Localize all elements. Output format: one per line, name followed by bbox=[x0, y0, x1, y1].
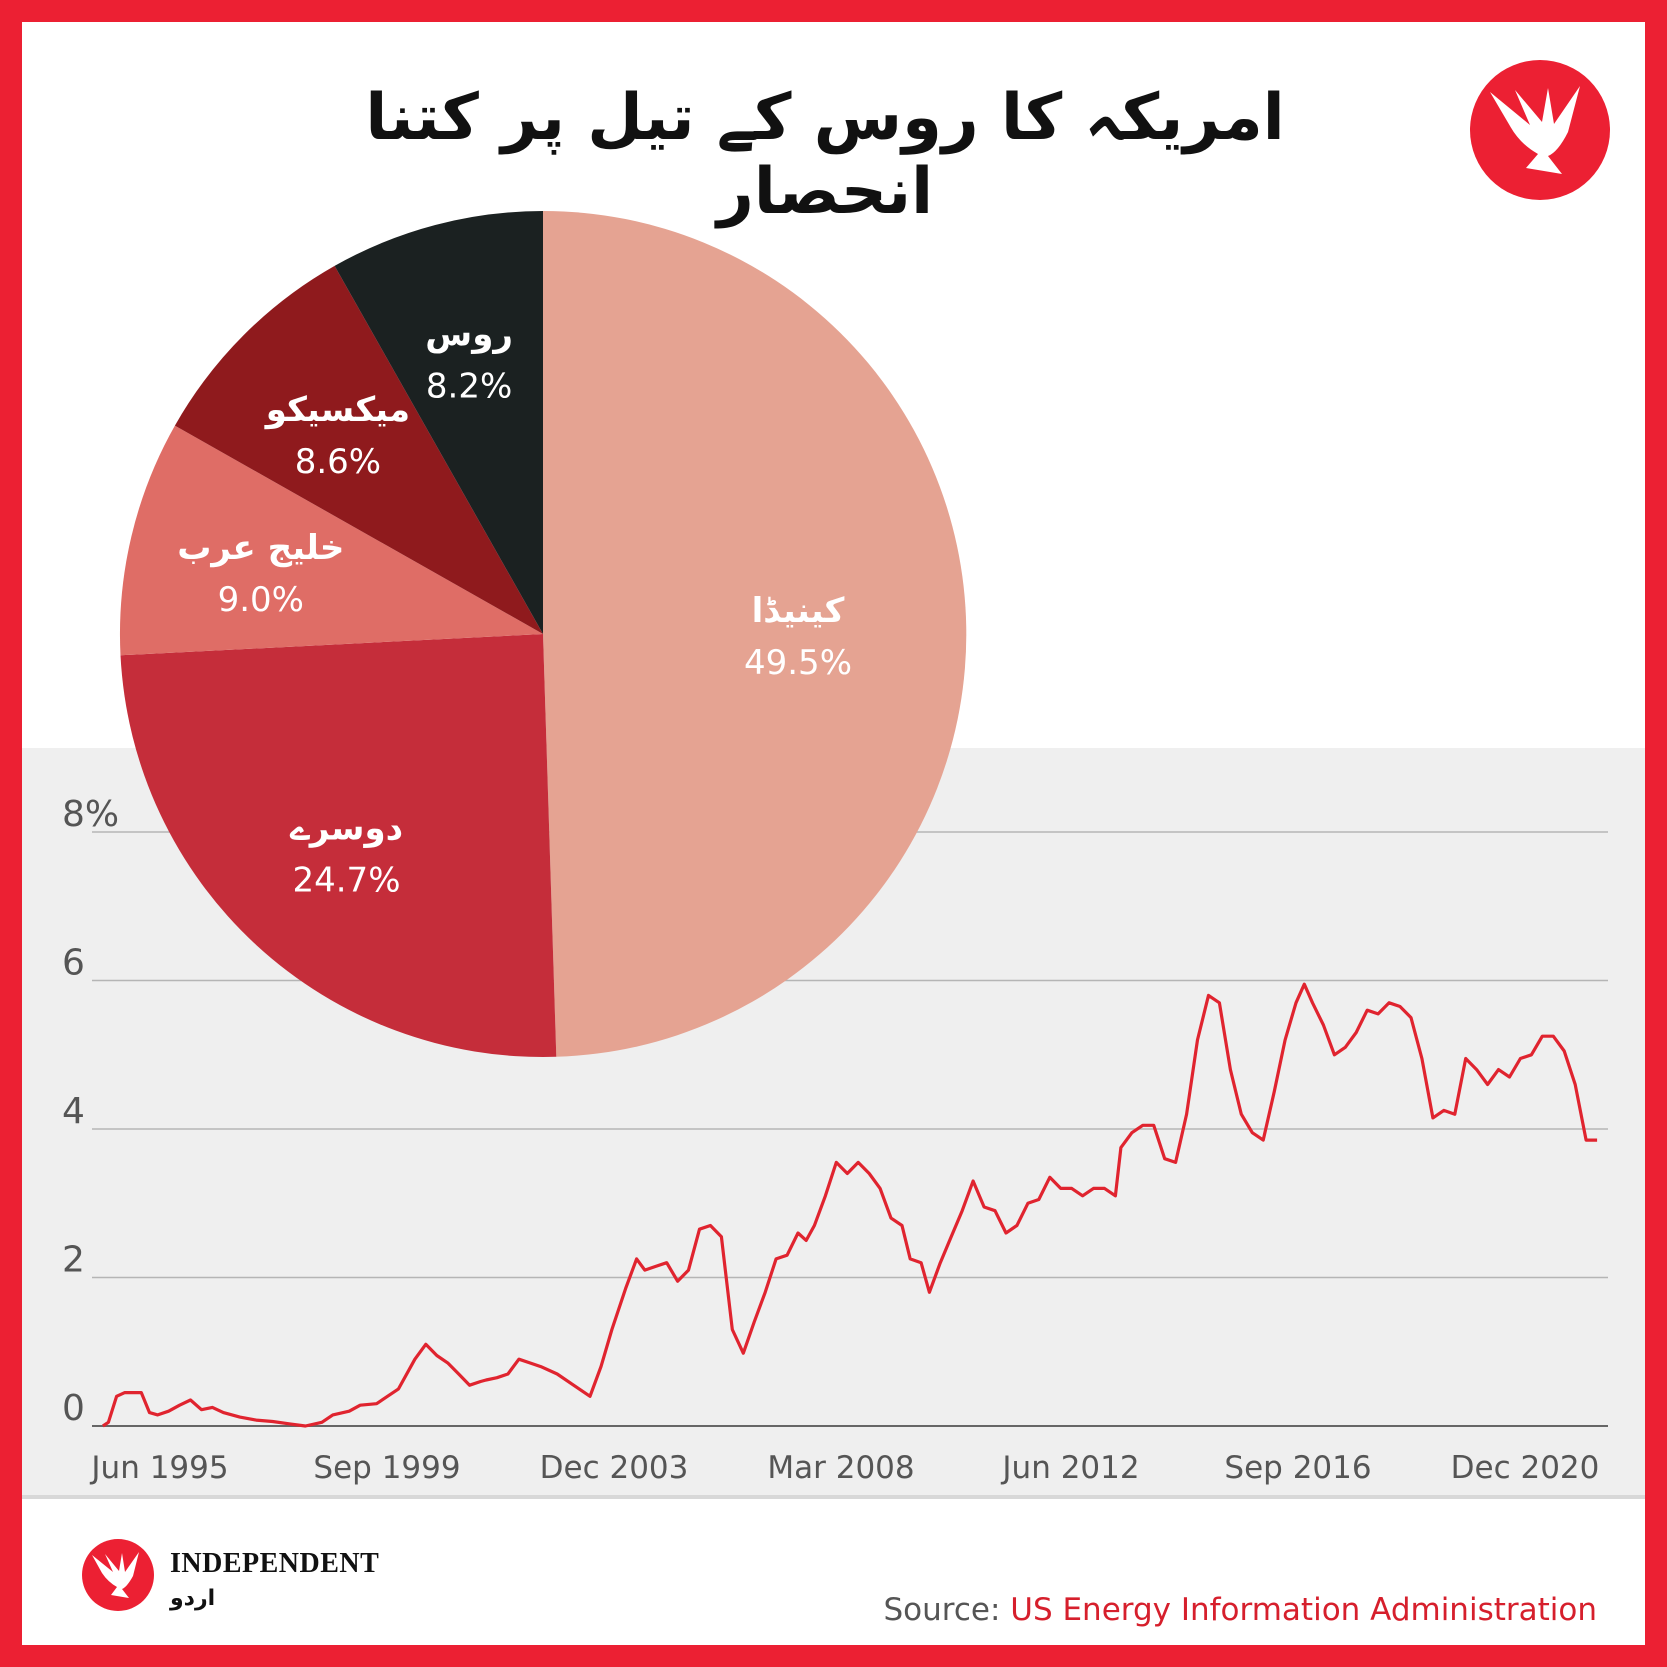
x-tick-label: Sep 2016 bbox=[1224, 1450, 1371, 1486]
pie-slice bbox=[174, 265, 543, 634]
pie-slice-value: 8.2% bbox=[426, 367, 512, 407]
x-tick-label: Dec 2020 bbox=[1451, 1450, 1600, 1486]
y-tick-label: 4 bbox=[62, 1091, 85, 1132]
x-axis-tick-labels: Jun 1995 Sep 1999 Dec 2003 Mar 2008 Jun 2012… bbox=[89, 1450, 1599, 1486]
y-tick-label: 8% bbox=[62, 794, 119, 835]
y-tick-label: 0 bbox=[62, 1388, 85, 1429]
chart-title: امریکہ کا روس کے تیل پر کتنا انحصار bbox=[365, 81, 1285, 229]
x-tick-label: Sep 1999 bbox=[313, 1450, 460, 1486]
y-tick-label: 6 bbox=[62, 943, 85, 984]
x-tick-label: Jun 2012 bbox=[1000, 1450, 1139, 1486]
y-tick-label: 2 bbox=[62, 1240, 85, 1281]
pie-chart-labels: کینیڈا 49.5% دوسرے 24.7% خلیج عرب 9.0% میکسیکو… bbox=[177, 315, 852, 901]
pie-slice bbox=[543, 210, 967, 1057]
line-chart-series bbox=[102, 982, 1598, 1428]
pie-slice-name: میکسیکو bbox=[264, 390, 410, 430]
pie-slice-value: 9.0% bbox=[218, 580, 304, 620]
pie-slice bbox=[119, 425, 544, 656]
pie-slice bbox=[120, 634, 557, 1058]
pie-slice-name: خلیج عرب bbox=[177, 528, 344, 568]
y-axis-tick-labels: 0 2 4 6 8% bbox=[62, 794, 119, 1429]
x-tick-label: Mar 2008 bbox=[767, 1450, 914, 1486]
x-tick-label: Jun 1995 bbox=[89, 1450, 228, 1486]
eagle-logo-icon bbox=[1470, 60, 1610, 200]
source-label: Source: bbox=[883, 1592, 1001, 1628]
pie-slice bbox=[334, 211, 543, 634]
pie-slice-value: 24.7% bbox=[292, 860, 400, 900]
eagle-brand-icon bbox=[82, 1539, 154, 1611]
pie-slice-name: کینیڈا bbox=[752, 591, 845, 631]
pie-chart bbox=[119, 210, 967, 1058]
brand-subtitle: اردو bbox=[170, 1586, 216, 1611]
pie-slice-value: 49.5% bbox=[744, 643, 852, 683]
pie-slice-value: 8.6% bbox=[295, 442, 381, 482]
pie-slice-name: روس bbox=[425, 315, 513, 355]
source-value: US Energy Information Administration bbox=[1010, 1592, 1597, 1628]
x-tick-label: Dec 2003 bbox=[540, 1450, 689, 1486]
source-note: Source: US Energy Information Administra… bbox=[883, 1592, 1597, 1628]
brand-name: INDEPENDENT bbox=[170, 1548, 380, 1579]
pie-slice-name: دوسرے bbox=[289, 808, 403, 848]
